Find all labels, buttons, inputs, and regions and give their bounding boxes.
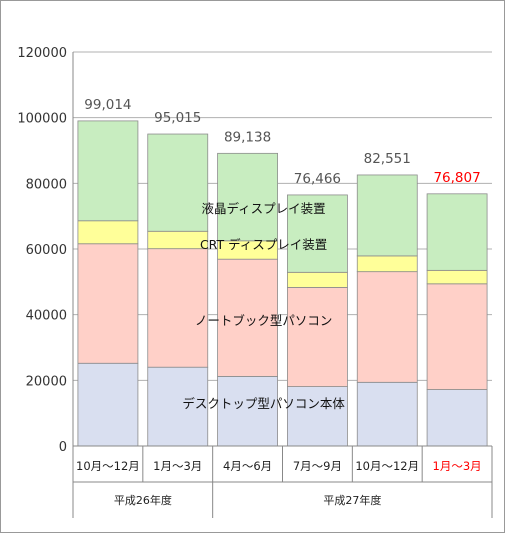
bar-segment xyxy=(147,133,209,232)
y-tick-label: 40000 xyxy=(26,309,67,324)
bar-segment xyxy=(287,194,348,273)
bar-segment xyxy=(217,258,278,377)
bar-segment xyxy=(77,220,139,245)
y-tick-label: 80000 xyxy=(26,177,67,192)
category-label: 7月～9月 xyxy=(293,459,342,473)
total-label: 95,015 xyxy=(154,110,201,126)
bar-segment xyxy=(217,152,278,242)
bar-segment xyxy=(77,120,139,222)
category-label: 10月～12月 xyxy=(76,459,140,473)
bar-segment xyxy=(287,287,348,387)
bar-segment xyxy=(77,243,139,364)
bar-segment xyxy=(426,193,488,271)
series-label: 液晶ディスプレイ装置 xyxy=(202,201,326,216)
group-label: 平成26年度 xyxy=(114,493,172,507)
bar-segment xyxy=(77,362,139,447)
y-tick-label: 20000 xyxy=(26,374,67,389)
x-axis-groups: 平成26年度 平成27年度 xyxy=(72,482,493,518)
bar-segment xyxy=(356,255,418,273)
group-label: 平成27年度 xyxy=(323,493,381,507)
bar-segment xyxy=(426,283,488,390)
y-tick-label: 100000 xyxy=(17,112,67,127)
y-tick-label: 0 xyxy=(59,440,67,455)
total-label: 76,807 xyxy=(433,170,480,186)
series-label: ノートブック型パソコン xyxy=(195,313,333,328)
category-label: 1月～3月 xyxy=(153,459,202,473)
bar-segment xyxy=(356,271,418,383)
total-label: 76,466 xyxy=(294,171,341,187)
bars xyxy=(77,120,488,447)
total-label: 99,014 xyxy=(84,97,131,113)
total-label: 82,551 xyxy=(364,151,411,167)
bar-segment xyxy=(356,381,418,447)
total-label: 89,138 xyxy=(224,129,271,145)
category-label: 10月～12月 xyxy=(355,459,419,473)
bar-segment xyxy=(147,248,209,368)
y-tick-label: 60000 xyxy=(26,243,67,258)
x-axis-categories: 10月～12月 1月～3月 4月～6月 7月～9月 10月～12月 1月～3月 xyxy=(72,446,493,483)
bar-segment xyxy=(217,375,278,447)
category-label: 4月～6月 xyxy=(223,459,272,473)
total-labels: 99,014 95,015 89,138 76,466 82,551 76,807 xyxy=(84,97,480,187)
y-axis-ticks: 120000 100000 80000 60000 40000 20000 0 xyxy=(17,46,67,455)
gridlines xyxy=(73,51,492,381)
bar-segment xyxy=(356,174,418,257)
bar-segment xyxy=(426,269,488,285)
series-label: デスクトップ型パソコン本体 xyxy=(182,396,345,411)
bar-segment xyxy=(287,271,348,288)
bar-segment xyxy=(147,230,209,250)
y-tick-label: 120000 xyxy=(17,46,67,61)
category-label: 1月～3月 xyxy=(433,459,482,473)
series-label: CRT ディスプレイ装置 xyxy=(200,237,327,252)
bar-segment xyxy=(426,389,488,447)
